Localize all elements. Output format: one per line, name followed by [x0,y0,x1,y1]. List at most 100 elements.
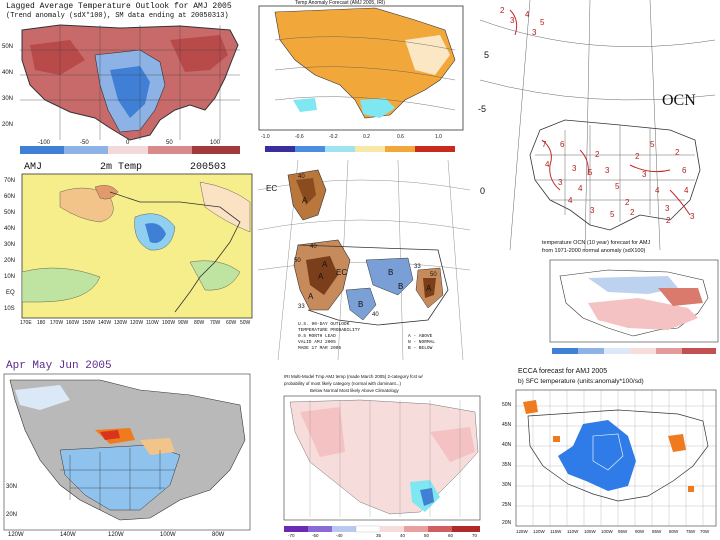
ocn-grid-number: 3 [690,212,695,221]
ec-label: A [302,196,308,205]
ec-label: B [398,282,404,291]
lon-label: 120W [8,532,24,538]
ocn-grid-number: 4 [655,186,660,195]
ocn-grid-number: 2 [630,208,635,217]
ocn-grid-number: 4 [525,10,530,19]
colorbar-label: 50 [166,140,173,146]
ec-label: B [358,300,364,309]
lagged-average-subtitle: (Trend anomaly (sdX*100), SM data ending… [6,12,229,20]
lat-label: 50N [2,44,14,50]
lon-label: 110W [146,320,159,326]
amj-2m-temp-map [21,173,253,319]
multi-model-map [283,395,481,533]
lat-label: 40N [2,70,14,76]
ocn-grid-number: 6 [560,140,565,149]
top-center-map [258,5,464,152]
lon-label: 95W [618,529,628,534]
lon-label: 80W [669,529,679,534]
ec-label: EC [336,268,348,277]
ocn-grid-number: 3 [510,16,515,25]
lat-label: 20N [502,520,512,526]
ec-footer-left: MADE 17 MAR 2005 [298,346,342,351]
colorbar-label: 100 [210,140,221,146]
ocn-grid-number: 3 [665,204,670,213]
lat-label: 20N [4,258,16,264]
ocn-left-number: -5 [478,104,487,114]
ocn-grid-number: 3 [605,166,610,175]
ocn-grid-number: 5 [650,140,655,149]
lat-label: 40N [4,226,16,232]
lon-label: 160W [66,320,80,326]
top-center-title: Temp Anomaly Forecast (AMJ 2005, IRI) [295,0,386,6]
ec-outlook-map [258,160,470,360]
ocn-left-number: 0 [480,186,486,196]
lon-label: 90W [635,529,645,534]
lat-label: 30N [2,96,14,102]
ocn-grid-number: 2 [595,150,600,159]
colorbar-label: -0.2 [329,134,338,140]
ec-contour-number: 50 [430,272,437,278]
ocn-grid-number: 6 [682,166,687,175]
lagged-average-outlook-panel: Lagged Average Temperature Outlook for A… [0,0,255,162]
amj-2m-temp-panel: AMJ 2m Temp 200503 70N 60N 50N 40N 30N 2… [0,162,258,330]
lon-label: 80W [194,320,205,326]
ec-contour-number: 40 [298,174,305,180]
ec-label: A [308,292,314,301]
lat-label: 50N [502,402,512,408]
observed-title: Apr May Jun 2005 [6,360,112,372]
ocn-map [479,0,716,251]
ec-footer-left: 0.5 MONTH LEAD [298,334,336,339]
lat-label: 50N [4,210,16,216]
multi-model-title-line3: Below Normal Most likely Above Climatolo… [310,388,399,393]
lon-label: 120W [108,532,124,538]
ec-label: A [426,284,432,293]
ocn-forecast-panel: OCN 5 0 -5 2 3 4 3 5 7 6 4 3 3 4 5 2 3 5… [470,0,720,258]
lon-label: 110W [567,529,579,534]
ecca-map [515,389,717,527]
ocn-grid-number: 2 [666,216,671,225]
multi-model-panel: IRI Multi-Model Tmp AMJ temp (made March… [280,372,490,540]
amj-title-left: AMJ [24,162,43,173]
lat-label: 10N [4,274,16,280]
ocn-caption-line1: temperature OCN (10 year) forecast for A… [542,240,651,246]
colorbar-label: 60 [448,533,454,538]
ec-label: EC [266,184,278,193]
colorbar-label: -40 [336,533,343,538]
lon-label: 105W [584,529,596,534]
lon-label: 170E [20,320,32,326]
lon-label: 115W [550,529,562,534]
ocn-grid-number: 4 [568,196,573,205]
colorbar-label: 70 [472,533,478,538]
ocn-grid-number: 4 [545,160,550,169]
amj-title-right: 200503 [190,162,227,173]
lat-label: EQ [6,290,15,296]
ecca-title-line1: ECCA forecast for AMJ 2005 [518,368,608,375]
multi-model-title-line1: IRI Multi-Model Tmp AMJ temp (made March… [284,374,423,379]
ec-label: A [322,260,328,269]
ocn-grid-number: 5 [615,182,620,191]
ocn-caption-line2: from 1971-2000 normal anomaly (sdX100) [542,248,646,254]
ec-footer-right: A - ABOVE [408,334,433,339]
colorbar-label: -50 [80,140,89,146]
ocn-grid-number: 3 [572,164,577,173]
ecca-forecast-panel: ECCA forecast for AMJ 2005 b) SFC temper… [498,366,720,540]
ocn-grid-number: 3 [590,206,595,215]
ec-outlook-panel: EC EC A A B B A A A B 50 40 33 40 50 40 … [258,160,470,360]
lagged-average-title: Lagged Average Temperature Outlook for A… [6,2,232,11]
ocn-grid-number: 2 [625,198,630,207]
ocn-grid-number: 5 [588,168,593,177]
lat-label: 25N [502,502,512,508]
lon-label: 50W [240,320,251,326]
ec-footer-left: U.S. 90-DAY OUTLOOK [298,322,350,327]
ocn-grid-number: 3 [642,170,647,179]
lon-label: 100W [160,532,176,538]
colorbar-label: 1.0 [435,134,442,140]
small-us-map [549,259,719,354]
lat-label: 20N [6,512,18,518]
lat-label: 60N [4,194,16,200]
lon-label: 100W [162,320,176,326]
ec-footer-left: TEMPERATURE PROBABILITY [298,328,361,333]
ecca-title-line2: b) SFC temperature (units:anomaly*100/sd… [518,378,644,385]
colorbar-label: 0.2 [363,134,370,140]
colorbar-label: -100 [38,140,51,146]
